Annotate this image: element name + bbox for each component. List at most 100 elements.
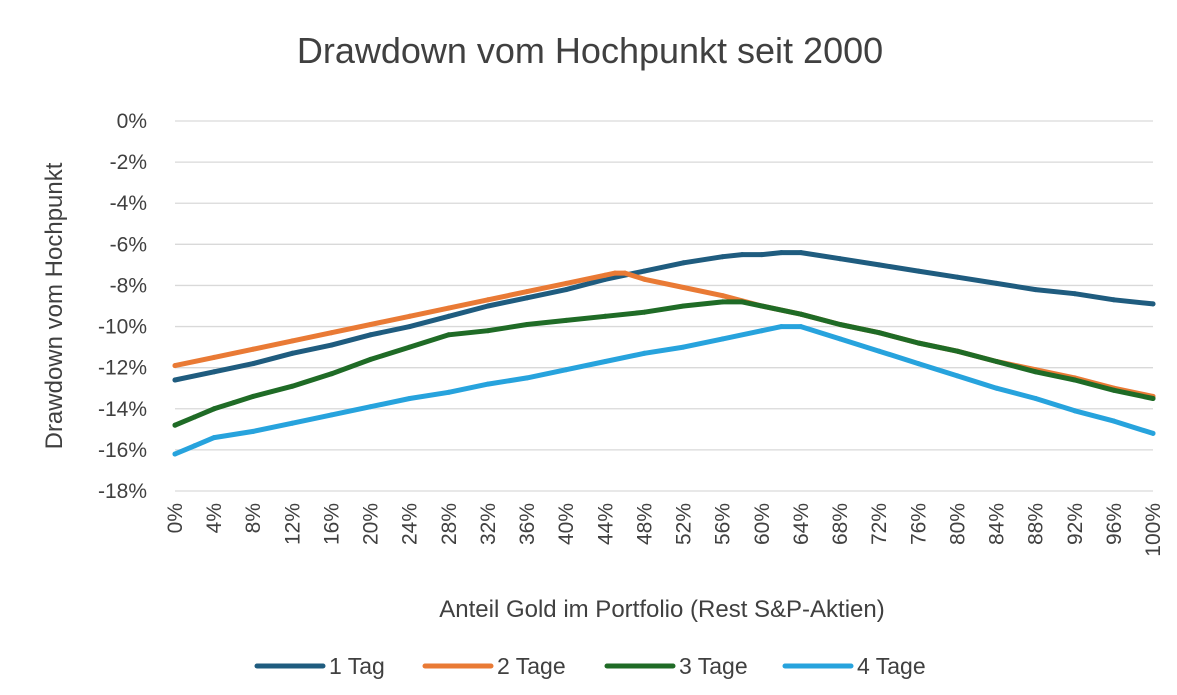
data-point: [954, 373, 960, 379]
data-point: [602, 359, 608, 364]
series-3: [172, 299, 1156, 428]
data-point: [602, 272, 608, 278]
x-tick-label: 8%: [242, 503, 265, 533]
data-point: [798, 324, 804, 330]
data-point: [485, 381, 491, 387]
x-tick-label: 0%: [164, 503, 187, 533]
data-point: [720, 254, 726, 260]
data-point: [563, 280, 569, 286]
data-point: [368, 356, 374, 362]
data-point: [407, 313, 413, 319]
data-point: [1150, 430, 1156, 436]
data-point: [172, 451, 178, 457]
data-point: [994, 359, 999, 364]
data-point: [720, 299, 726, 305]
x-tick-label: 32%: [477, 503, 500, 545]
y-axis-ticks: 0% -2% -4% -6% -8% -10% -12% -14% -16% -18%: [98, 110, 147, 503]
x-tick-label: 48%: [633, 503, 656, 545]
data-point: [641, 350, 647, 356]
data-point: [289, 338, 295, 344]
data-point: [778, 250, 784, 256]
data-point: [485, 297, 491, 303]
series-4: [172, 324, 1156, 457]
data-point: [1111, 387, 1117, 393]
data-point: [915, 268, 921, 274]
data-point: [192, 414, 198, 420]
x-axis-title: Anteil Gold im Portfolio (Rest S&P-Aktie…: [439, 596, 885, 623]
data-point: [407, 324, 413, 330]
data-point: [329, 412, 334, 418]
data-point: [446, 313, 452, 319]
data-point: [681, 285, 687, 290]
data-point: [876, 348, 882, 354]
data-point: [211, 369, 217, 375]
data-point: [407, 396, 413, 401]
series-line: [172, 250, 1156, 383]
x-tick-label: 84%: [986, 503, 1009, 545]
data-point: [759, 328, 765, 334]
y-tick-label: -10%: [98, 316, 147, 339]
data-point: [876, 330, 882, 336]
data-point: [250, 428, 256, 434]
data-point: [446, 305, 452, 311]
data-point: [1111, 418, 1117, 424]
x-tick-label: 64%: [790, 503, 813, 545]
y-tick-label: -14%: [98, 398, 147, 421]
data-point: [329, 330, 334, 336]
data-point: [720, 293, 726, 299]
data-point: [1111, 297, 1117, 303]
data-point: [211, 406, 217, 412]
legend: 1 Tag 2 Tage 3 Tage 4 Tage: [254, 653, 926, 679]
x-tick-label: 44%: [594, 503, 617, 545]
data-point: [681, 303, 687, 309]
legend-item: 2 Tage: [422, 653, 566, 679]
x-tick-label: 60%: [751, 503, 774, 545]
data-point: [1033, 396, 1039, 401]
data-point: [329, 371, 334, 377]
legend-item: 3 Tage: [604, 653, 748, 679]
data-point: [915, 361, 921, 367]
data-point: [485, 328, 491, 334]
data-point: [1150, 301, 1156, 307]
data-point: [524, 295, 530, 301]
x-tick-label: 16%: [320, 503, 343, 545]
series-line: [172, 324, 1156, 457]
data-point: [524, 375, 530, 381]
x-axis-ticks: 0% 4% 8% 12% 16% 20% 24% 28% 32% 36% 40% 44% 48% 52% 5…: [164, 503, 1165, 557]
data-point: [231, 400, 237, 406]
y-tick-label: -2%: [110, 151, 147, 174]
data-point: [211, 354, 217, 360]
data-point: [954, 348, 960, 354]
data-point: [289, 420, 295, 426]
data-point: [563, 367, 569, 373]
x-tick-label: 72%: [868, 503, 891, 545]
data-point: [1033, 369, 1039, 375]
data-point: [739, 252, 745, 258]
data-point: [289, 350, 295, 356]
data-point: [250, 393, 256, 399]
data-point: [368, 322, 374, 327]
series-line: [172, 299, 1156, 428]
data-point: [289, 383, 295, 389]
data-point: [681, 344, 687, 350]
data-point: [446, 389, 452, 395]
x-tick-label: 36%: [516, 503, 539, 545]
data-point: [1072, 408, 1078, 414]
legend-item: 1 Tag: [254, 653, 385, 679]
data-point: [915, 340, 921, 346]
data-point: [837, 336, 843, 342]
data-point: [837, 256, 843, 262]
x-tick-label: 24%: [399, 503, 422, 545]
data-point: [446, 332, 452, 338]
x-tick-label: 76%: [907, 503, 930, 545]
data-point: [798, 250, 804, 256]
data-point: [172, 363, 178, 369]
data-point: [1033, 287, 1039, 293]
data-point: [681, 260, 687, 266]
y-tick-label: -18%: [98, 480, 147, 503]
data-point: [329, 342, 334, 348]
y-tick-label: -8%: [110, 274, 147, 297]
x-tick-label: 88%: [1025, 503, 1048, 545]
